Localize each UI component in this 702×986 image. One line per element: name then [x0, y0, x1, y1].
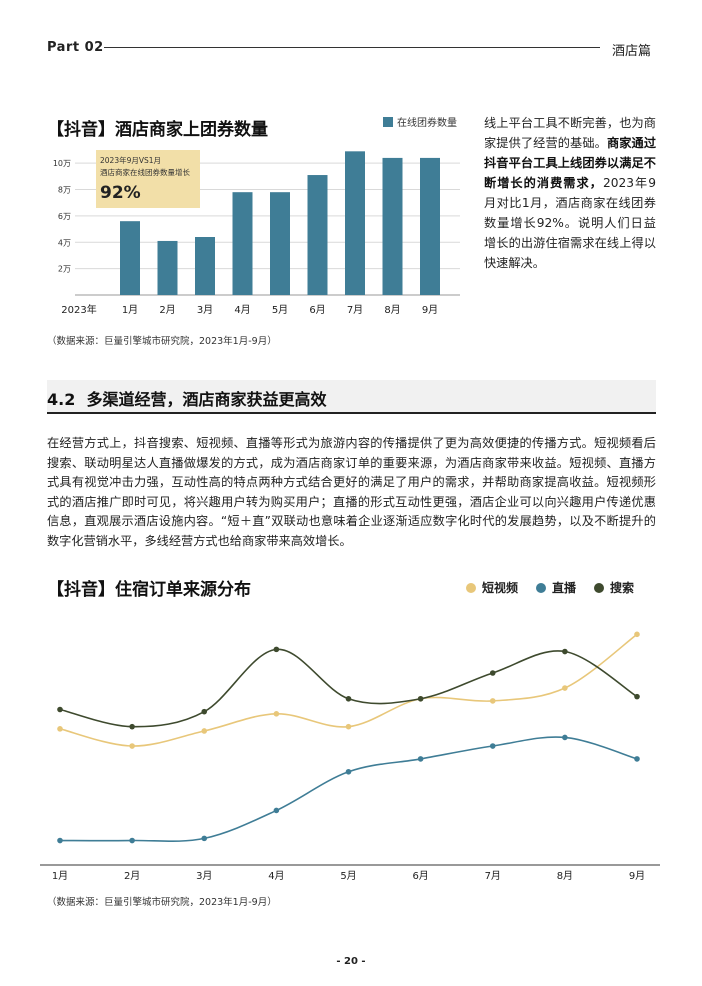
header-section-label: 酒店篇 — [612, 44, 652, 59]
chart2-point — [562, 685, 568, 691]
chart1-xtick-label: 4月 — [234, 304, 250, 316]
chart2-source: （数据来源：巨量引擎城市研究院，2023年1月-9月） — [47, 897, 277, 908]
side-text-rest: 2023年9月对比1月，酒店商家在线团券数量增长92%。说明人们日益增长的出游住… — [484, 176, 656, 270]
chart1-side-text: 线上平台工具不断完善，也为商家提供了经营的基础。商家通过抖音平台工具上线团券以满… — [484, 113, 656, 273]
chart1-callout-value: 92% — [100, 183, 141, 203]
chart2-point — [345, 768, 352, 775]
section-heading: 4.2 多渠道经营，酒店商家获益更高效 — [47, 386, 327, 410]
chart1-xtick-label: 7月 — [347, 304, 363, 316]
chart1-bar — [232, 192, 253, 295]
page-number: - 20 - — [336, 956, 366, 967]
chart2-xtick-label: 9月 — [629, 870, 645, 882]
chart2-point — [345, 695, 352, 702]
chart2-point — [273, 807, 280, 814]
chart2-point — [634, 693, 640, 700]
chart1-ytick-label: 10万 — [53, 159, 71, 168]
legend-item-live: 直播 — [536, 579, 576, 596]
chart2-xtick-label: 1月 — [52, 870, 68, 882]
chart1-legend-swatch — [383, 116, 393, 127]
section-heading-background — [47, 380, 656, 414]
legend-label-search: 搜索 — [610, 581, 635, 595]
chart1-bar — [345, 151, 365, 295]
chart2-xtick-label: 3月 — [196, 870, 212, 882]
legend-label-short-video: 短视频 — [482, 581, 519, 595]
chart1-xtick-label: 1月 — [122, 304, 138, 316]
chart1-bar — [195, 237, 215, 295]
chart1-callout-box — [96, 150, 200, 208]
chart2-point — [417, 695, 424, 702]
chart1-xtick-label: 6月 — [309, 304, 325, 316]
chart1-xtick-label: 5月 — [272, 304, 288, 316]
chart2-xtick-label: 2月 — [124, 870, 140, 882]
chart1-xtick-label: 3月 — [197, 304, 213, 316]
chart1-svg: 2万 4万 6万 8万 10万 1月 2月 3月 4月 5月 6月 7月 8月 9月 2023年 2023年9… — [53, 150, 460, 316]
chart1-callout-line2: 酒店商家在线团券数量增长 — [100, 167, 190, 177]
chart2-point — [57, 726, 63, 732]
chart2-point — [634, 756, 640, 762]
chart2-point — [129, 743, 135, 749]
chart1-xtick-label: 8月 — [384, 304, 400, 316]
chart1-ytick-label: 6万 — [58, 212, 71, 221]
chart1-year-label: 2023年 — [61, 303, 96, 316]
chart1-ytick-label: 2万 — [58, 265, 71, 274]
chart2-point — [273, 646, 280, 653]
chart2-point — [489, 743, 496, 749]
chart1-legend-label: 在线团券数量 — [397, 118, 457, 129]
section-rule — [47, 412, 656, 414]
section-title: 多渠道经营，酒店商家获益更高效 — [86, 390, 327, 409]
live-dot-icon — [536, 582, 547, 593]
chart1-callout-line1: 2023年9月VS1月 — [100, 155, 161, 165]
legend-item-short-video: 短视频 — [466, 579, 518, 596]
chart2-point — [562, 648, 568, 655]
chart2-line-live — [59, 736, 638, 843]
chart2-xtick-label: 8月 — [557, 870, 573, 882]
chart2-point — [201, 835, 208, 842]
chart2-line-search — [59, 648, 638, 728]
chart1-xtick-label: 2月 — [159, 304, 175, 316]
chart2-point — [345, 723, 352, 730]
header-rule — [104, 47, 600, 48]
section-paragraph: 在经营方式上，抖音搜索、短视频、直播等形式为旅游内容的传播提供了更为高效便捷的传… — [47, 436, 656, 548]
chart1-title: 【抖音】酒店商家上团券数量 — [47, 120, 268, 140]
chart2-point — [129, 723, 135, 730]
chart2-point — [273, 711, 280, 717]
section-number: 4.2 — [47, 390, 76, 409]
chart2-legend: 短视频 直播 搜索 — [466, 579, 634, 596]
side-text-intro: 线上平台工具不断完善，也为商家提供了经营的基础。 — [484, 116, 656, 150]
chart1-ytick-label: 4万 — [58, 238, 71, 247]
side-text-bold: 商家通过抖音平台工具上线团券以满足不断增长的消费需求， — [484, 136, 657, 190]
chart2-xtick-label: 7月 — [485, 870, 501, 882]
chart1-bar — [270, 192, 290, 295]
header-part-label: Part 02 — [47, 40, 104, 55]
chart1-bar — [120, 221, 140, 295]
chart1-bar — [382, 157, 403, 295]
chart2-point — [489, 698, 496, 704]
chart2-svg: 1月 2月 3月 4月 5月 6月 7月 8月 9月 — [40, 631, 660, 882]
chart2-point — [129, 837, 135, 844]
chart1-legend: 在线团券数量 — [383, 114, 457, 129]
search-dot-icon — [594, 582, 605, 593]
chart2-point — [201, 728, 208, 734]
chart1-xtick-label: 9月 — [422, 304, 438, 316]
chart1-bar — [420, 157, 440, 295]
chart2-point — [634, 631, 640, 638]
chart2-xtick-label: 6月 — [412, 870, 428, 882]
short-video-dot-icon — [466, 582, 476, 593]
chart1-bar — [157, 240, 178, 295]
chart2-point — [201, 708, 208, 715]
chart2-title: 【抖音】住宿订单来源分布 — [47, 580, 251, 600]
chart2-point — [57, 706, 63, 713]
chart1-ytick-label: 8万 — [58, 186, 71, 195]
legend-label-live: 直播 — [552, 581, 577, 595]
chart1-bar — [307, 175, 328, 295]
chart2-point — [57, 837, 63, 844]
chart2-point — [489, 670, 496, 676]
chart2-xtick-label: 4月 — [268, 870, 284, 882]
chart1-source: （数据来源：巨量引擎城市研究院，2023年1月-9月） — [47, 336, 277, 347]
chart2-point — [417, 756, 424, 762]
chart2-xtick-label: 5月 — [340, 870, 356, 882]
legend-item-search: 搜索 — [594, 579, 634, 596]
chart2-point — [562, 734, 568, 741]
